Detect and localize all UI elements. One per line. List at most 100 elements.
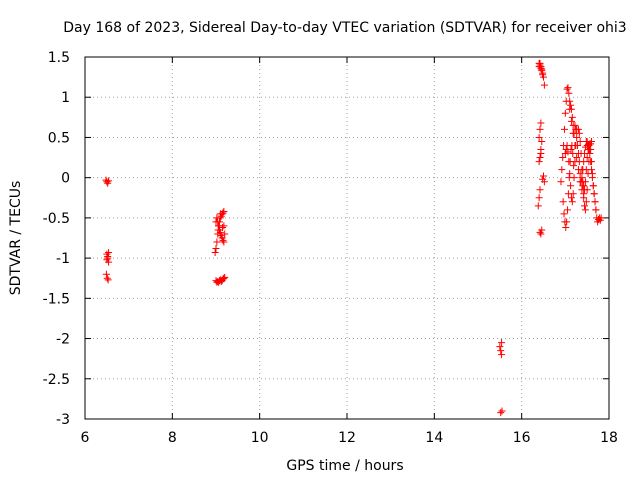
y-tick-label: -1 <box>56 251 70 267</box>
data-point <box>584 141 592 149</box>
data-point <box>537 146 545 154</box>
data-point <box>565 158 573 166</box>
data-point <box>583 137 591 145</box>
data-point <box>105 248 113 256</box>
data-point <box>571 141 579 149</box>
data-point <box>497 347 505 355</box>
data-point <box>576 178 584 186</box>
data-point <box>536 154 544 162</box>
data-point <box>583 154 591 162</box>
data-point <box>212 244 220 252</box>
x-axis-label: GPS time / hours <box>286 458 403 474</box>
data-point <box>581 206 589 214</box>
data-point <box>566 105 574 113</box>
data-point <box>219 224 227 232</box>
data-point <box>536 186 544 194</box>
y-axis-label: SDTVAR / TECUs <box>8 181 24 296</box>
y-tick-label: -2 <box>56 332 70 348</box>
data-point <box>535 194 543 202</box>
data-point <box>220 222 228 230</box>
data-point <box>497 409 505 417</box>
data-point <box>216 210 224 218</box>
data-point <box>563 141 571 149</box>
data-point <box>537 230 545 238</box>
data-point <box>564 84 572 92</box>
data-point <box>103 274 111 282</box>
data-point <box>498 351 506 359</box>
data-point <box>576 137 584 145</box>
data-point <box>557 178 565 186</box>
data-point <box>498 407 506 415</box>
data-point <box>534 202 542 210</box>
x-tick-label: 12 <box>338 430 356 446</box>
y-tick-label: -2.5 <box>43 372 70 388</box>
data-point <box>578 186 586 194</box>
data-point <box>104 253 112 261</box>
data-point <box>213 238 221 246</box>
data-point <box>220 238 228 246</box>
data-point <box>565 89 573 97</box>
data-point <box>580 190 588 198</box>
data-point <box>535 133 543 141</box>
data-point <box>592 206 600 214</box>
data-point <box>559 154 567 162</box>
data-point <box>102 270 110 278</box>
y-tick-label: 0.5 <box>48 130 70 146</box>
data-point <box>103 178 111 186</box>
data-point <box>535 63 543 71</box>
data-point <box>496 343 504 351</box>
data-point <box>564 148 572 156</box>
data-point <box>540 178 548 186</box>
data-point <box>570 174 578 182</box>
data-point <box>588 174 596 182</box>
data-point <box>590 190 598 198</box>
tick-labels: 6 8 10 12 14 16 18 -3 -2.5 -2 -1.5 -1 -0.5 0 0.5 1 1.5 <box>43 50 618 446</box>
data-point <box>585 146 593 154</box>
data-point <box>219 236 227 244</box>
data-point <box>105 177 113 185</box>
y-tick-label: 1.5 <box>48 50 70 66</box>
x-tick-label: 6 <box>81 430 90 446</box>
data-point <box>103 256 111 264</box>
y-tick-label: -0.5 <box>43 211 70 227</box>
data-point <box>558 166 566 174</box>
data-point <box>576 170 584 178</box>
data-point <box>538 226 546 234</box>
data-point <box>573 154 581 162</box>
data-point <box>213 214 221 222</box>
data-points <box>102 59 605 417</box>
x-tick-label: 14 <box>425 430 443 446</box>
data-point <box>562 224 570 232</box>
data-point <box>560 125 568 133</box>
data-point <box>540 172 547 180</box>
data-point <box>538 67 546 75</box>
data-point <box>570 162 578 170</box>
data-point <box>563 218 571 226</box>
y-tick-label: -3 <box>56 412 70 428</box>
data-point <box>577 150 585 158</box>
data-point <box>566 170 574 178</box>
data-point <box>498 339 506 347</box>
data-point <box>561 109 569 117</box>
grid <box>85 57 609 419</box>
data-point <box>216 228 224 236</box>
data-point <box>582 198 590 206</box>
data-point <box>587 158 595 166</box>
data-point <box>569 129 577 137</box>
data-point <box>569 190 577 198</box>
data-point <box>540 81 548 89</box>
data-point <box>567 194 575 202</box>
data-point <box>574 166 582 174</box>
data-point <box>560 210 568 218</box>
data-point <box>211 248 219 256</box>
data-point <box>219 275 227 283</box>
data-point <box>568 198 576 206</box>
data-point <box>580 182 588 190</box>
data-point <box>212 218 220 226</box>
data-point <box>567 101 575 109</box>
data-point <box>591 198 599 206</box>
data-point <box>563 85 571 93</box>
x-tick-label: 18 <box>600 430 618 446</box>
data-point <box>221 230 229 238</box>
